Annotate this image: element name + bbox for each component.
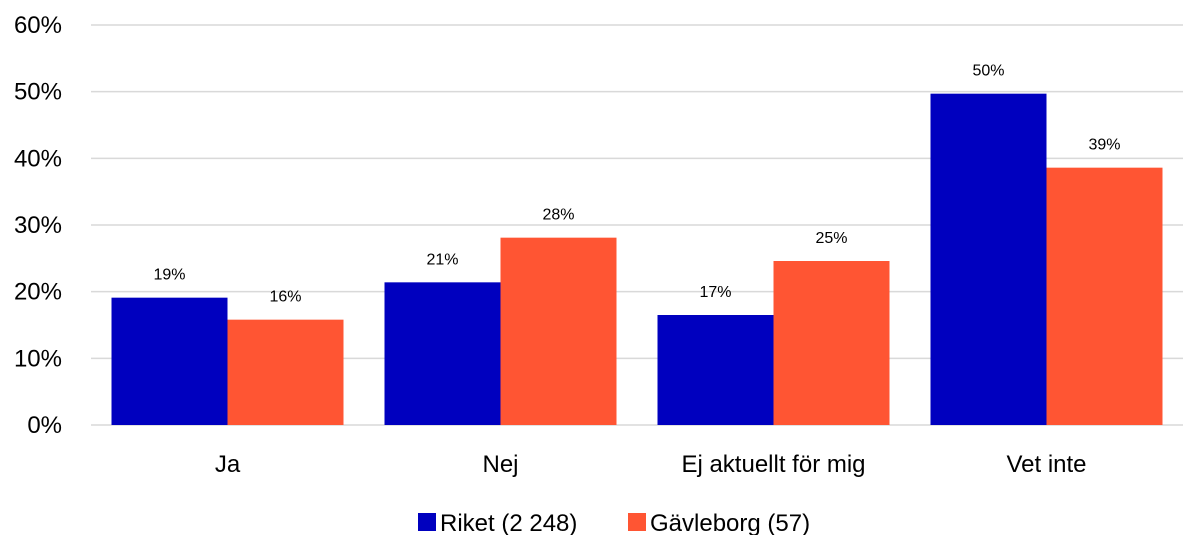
legend-swatch <box>628 513 646 531</box>
legend-label: Gävleborg (57) <box>650 510 810 535</box>
data-labels: 19% 16% 21% 28% 17% 25% 50% 39% <box>153 63 1120 306</box>
y-tick-label: 40% <box>14 145 62 172</box>
y-tick-label: 60% <box>14 12 62 39</box>
bar-riket <box>384 282 501 425</box>
data-label: 21% <box>426 251 458 268</box>
data-label: 25% <box>815 230 847 247</box>
y-tick-label: 20% <box>14 279 62 306</box>
bar-gavleborg <box>1046 167 1163 425</box>
y-tick-label: 0% <box>27 412 62 439</box>
data-label: 50% <box>972 63 1004 80</box>
bars <box>111 93 1163 426</box>
y-tick-label: 10% <box>14 345 62 372</box>
y-axis-tick-labels: 0% 10% 20% 30% 40% 50% 60% <box>14 12 62 439</box>
data-label: 28% <box>542 207 574 224</box>
data-label: 39% <box>1088 137 1120 154</box>
data-label: 16% <box>269 289 301 306</box>
x-axis-category-labels: Ja Nej Ej aktuellt för mig Vet inte <box>215 451 1087 478</box>
bar-gavleborg <box>500 237 617 425</box>
data-label: 19% <box>153 267 185 284</box>
bar-riket <box>930 93 1047 426</box>
category-label: Vet inte <box>1006 451 1086 478</box>
category-label: Nej <box>482 451 518 478</box>
data-label: 17% <box>699 284 731 301</box>
bar-gavleborg <box>227 319 344 425</box>
y-tick-label: 50% <box>14 79 62 106</box>
legend-swatch <box>418 513 436 531</box>
category-label: Ej aktuellt för mig <box>681 451 865 478</box>
bar-riket <box>657 315 774 425</box>
legend: Riket (2 248) Gävleborg (57) <box>418 510 810 535</box>
bar-riket <box>111 297 228 425</box>
category-label: Ja <box>215 451 241 478</box>
legend-label: Riket (2 248) <box>440 510 577 535</box>
y-tick-label: 30% <box>14 212 62 239</box>
bar-gavleborg <box>773 261 890 425</box>
